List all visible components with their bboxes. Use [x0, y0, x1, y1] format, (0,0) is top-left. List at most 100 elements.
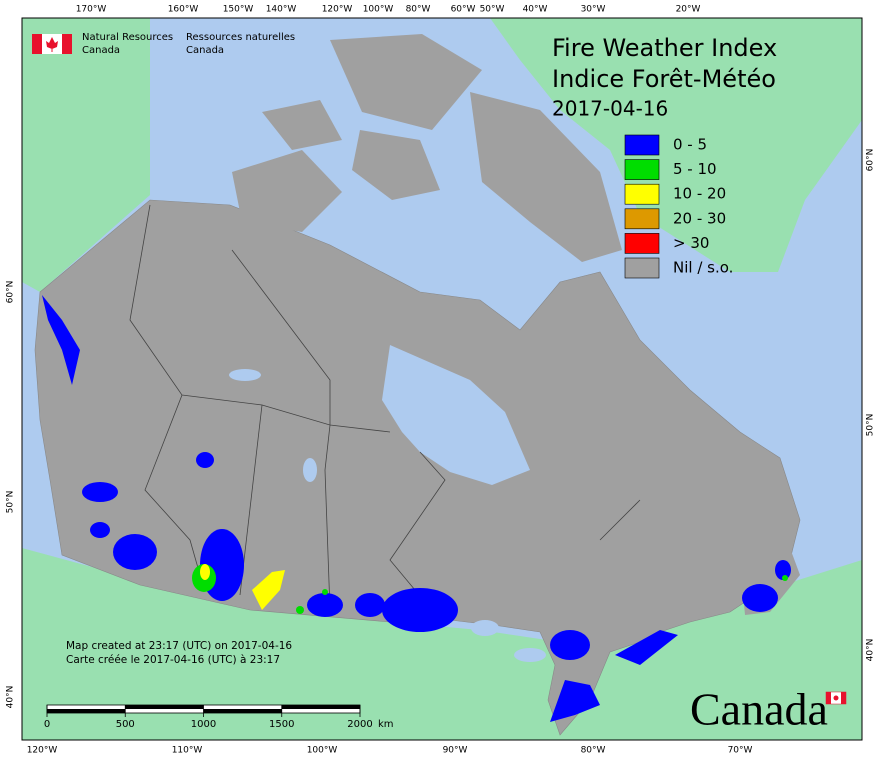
fwi-zone — [296, 606, 304, 614]
fwi-zone — [782, 575, 788, 581]
ellesmere-island — [330, 34, 482, 130]
fwi-zone — [252, 570, 285, 610]
title: Indice Forêt-Météo — [552, 65, 776, 93]
fwi-zone — [90, 522, 110, 538]
legend-label: Nil / s.o. — [673, 259, 733, 277]
fwi-zone — [550, 680, 600, 722]
fwi-zone — [550, 630, 590, 660]
provincial-borders — [129, 204, 641, 621]
usa — [22, 548, 862, 740]
fwi-zone — [200, 564, 210, 580]
fwi-zone — [615, 630, 678, 665]
scale-segment — [47, 709, 126, 713]
agency-en: Natural Resources — [82, 32, 173, 43]
fwi-zone — [355, 593, 385, 617]
legend-label: 10 - 20 — [673, 185, 726, 203]
lake — [471, 620, 499, 636]
longitude-label: 30°W — [581, 5, 606, 15]
legend-label: 5 - 10 — [673, 160, 717, 178]
longitude-label: 50°W — [480, 5, 505, 15]
longitude-label: 150°W — [223, 5, 254, 15]
fwi-zone — [775, 560, 791, 580]
logo: Natural Resources Canada Ressources natu… — [32, 32, 295, 56]
legend-swatch — [624, 257, 660, 279]
legend-swatch — [624, 134, 660, 156]
latitude-label: 60°N — [6, 281, 16, 304]
legend-label: 20 - 30 — [673, 209, 726, 227]
agency-fr: Ressources naturelles — [186, 32, 295, 43]
fwi-zone — [742, 584, 778, 612]
arctic-island — [262, 100, 342, 150]
fwi-zone — [307, 593, 343, 617]
longitude-label: 110°W — [172, 746, 203, 756]
longitude-label: 60°W — [451, 5, 476, 15]
scale-bar: 0 500 1000 1500 2000 km — [44, 704, 394, 730]
fwi-zone — [382, 588, 458, 632]
lake — [303, 458, 317, 482]
hudson-bay — [382, 345, 530, 485]
legend-swatch — [624, 183, 660, 205]
title: Fire Weather Index — [552, 34, 777, 62]
maple-leaf — [833, 695, 839, 701]
flag-bar — [841, 692, 846, 704]
agency-fr: Canada — [186, 45, 224, 56]
alaska — [22, 18, 150, 292]
legend-label: > 30 — [673, 234, 709, 252]
legend-swatch — [624, 159, 660, 180]
baffin-island — [470, 92, 622, 262]
scale-segment — [125, 705, 204, 709]
victoria-island — [232, 150, 342, 232]
longitude-label: 40°W — [523, 5, 548, 15]
scale-unit: km — [378, 719, 394, 730]
latitude-label: 40°N — [866, 639, 876, 662]
banks-island — [190, 240, 262, 300]
legend-swatch — [624, 208, 660, 230]
agency-en: Canada — [82, 45, 120, 56]
note: Carte créée le 2017-04-16 (UTC) à 23:17 — [66, 654, 280, 666]
latitude-label: 40°N — [6, 686, 16, 709]
fwi-high — [192, 564, 788, 614]
longitude-label: 120°W — [27, 746, 58, 756]
maple-leaf — [46, 37, 58, 52]
scale-label: 2000 — [347, 719, 372, 730]
longitude-label: 20°W — [676, 5, 701, 15]
wordmark: Canada — [690, 684, 847, 735]
fwi-zone — [196, 452, 214, 468]
longitude-label: 170°W — [76, 5, 107, 15]
longitude-label: 70°W — [728, 746, 753, 756]
latitude-label: 50°N — [866, 414, 876, 437]
graticule-labels: 170°W 160°W 150°W 140°W 120°W 100°W 80°W 60°W 50… — [6, 5, 876, 756]
canada-mainland — [34, 199, 801, 736]
scale-label: 1000 — [191, 719, 216, 730]
legend-label: 0 - 5 — [673, 136, 707, 154]
arctic-island — [352, 130, 440, 200]
scale-label: 500 — [116, 719, 135, 730]
lake — [514, 648, 546, 662]
longitude-label: 90°W — [443, 746, 468, 756]
map-area — [21, 17, 863, 741]
wordmark-text: Canada — [690, 684, 828, 735]
fwi-zone — [322, 589, 328, 595]
flag-bar — [32, 34, 42, 54]
fwi-zone — [82, 482, 118, 502]
longitude-label: 160°W — [168, 5, 199, 15]
longitude-label: 120°W — [322, 5, 353, 15]
longitude-label: 80°W — [581, 746, 606, 756]
latitude-label: 60°N — [866, 149, 876, 172]
legend-swatch — [624, 233, 660, 254]
longitude-label: 140°W — [266, 5, 297, 15]
fwi-zone — [42, 295, 80, 385]
flag-bar — [62, 34, 72, 54]
fwi-zones — [42, 295, 791, 722]
lake — [229, 369, 261, 381]
scale-segment — [281, 705, 360, 709]
legend: 0 - 5 5 - 10 10 - 20 20 - 30 > 30 Nil / s.o. — [624, 134, 733, 279]
latitude-label: 50°N — [6, 491, 16, 514]
longitude-label: 100°W — [363, 5, 394, 15]
longitude-label: 80°W — [406, 5, 431, 15]
scale-segment — [203, 709, 282, 713]
map-frame — [21, 17, 863, 741]
flag-bar — [826, 692, 831, 704]
greenland — [490, 18, 862, 272]
